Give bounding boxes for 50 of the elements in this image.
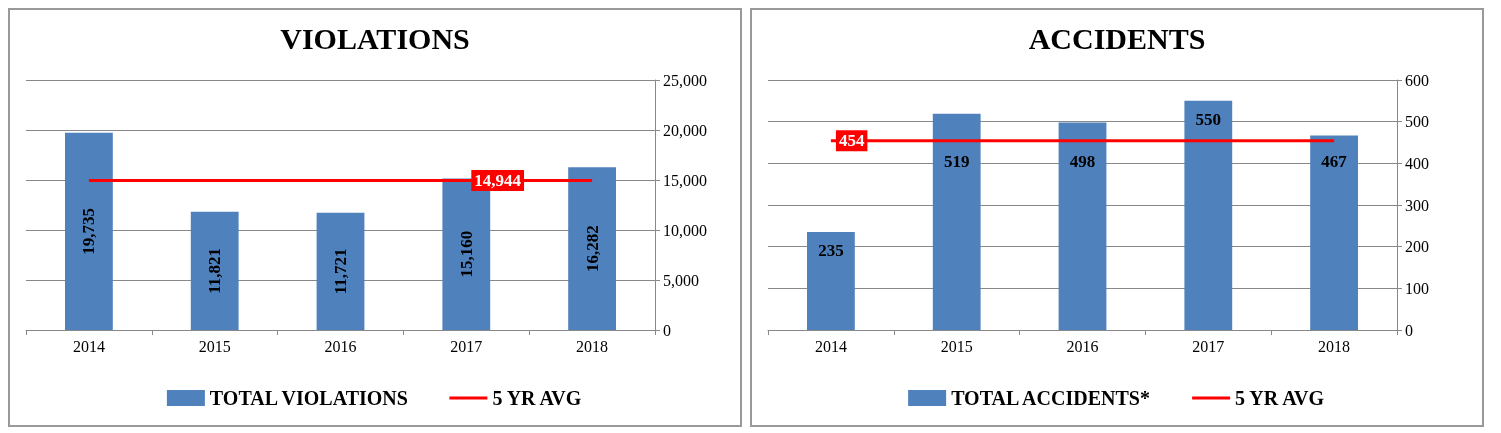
y-tick-label: 500: [1405, 113, 1429, 131]
legend-label: 5 YR AVG: [492, 387, 582, 409]
y-tick-label: 15,000: [663, 171, 707, 189]
y-tick-label: 400: [1405, 154, 1429, 172]
bar: [1310, 135, 1358, 330]
bar: [190, 211, 239, 330]
y-tick-label: 5,000: [663, 271, 699, 289]
legend-label: TOTAL ACCIDENTS*: [951, 387, 1150, 409]
x-tick-label: 2016: [324, 337, 357, 355]
bar: [1184, 100, 1233, 330]
y-tick-label: 600: [1405, 71, 1429, 89]
bar: [316, 212, 365, 330]
x-tick-label: 2017: [1192, 337, 1225, 355]
data-label: 467: [1321, 151, 1348, 171]
data-label: 19,735: [79, 207, 99, 255]
bar: [1058, 122, 1107, 330]
y-tick-label: 10,000: [663, 221, 707, 239]
legend-label: TOTAL VIOLATIONS: [209, 387, 408, 409]
data-label: 11,821: [205, 247, 225, 294]
data-label: 14,944: [474, 171, 522, 191]
data-label: 498: [1069, 151, 1096, 171]
x-tick-label: 2015: [940, 337, 973, 355]
bar: [568, 167, 616, 330]
y-tick-label: 100: [1405, 279, 1429, 297]
x-tick-label: 2015: [198, 337, 231, 355]
x-tick-label: 2018: [576, 337, 609, 355]
data-label: 550: [1195, 109, 1222, 129]
legend-label: 5 YR AVG: [1235, 387, 1325, 409]
chart-title: VIOLATIONS: [280, 21, 470, 55]
x-tick-label: 2018: [1318, 337, 1351, 355]
y-tick-label: 0: [1405, 321, 1413, 339]
data-label: 235: [818, 241, 844, 261]
bar: [932, 113, 981, 330]
y-tick-label: 200: [1405, 238, 1429, 256]
y-tick-label: 0: [663, 321, 671, 339]
data-label: 11,721: [331, 248, 350, 295]
bar: [807, 232, 855, 330]
data-label: 16,282: [582, 225, 602, 272]
chart-title: ACCIDENTS: [1028, 21, 1206, 55]
x-tick-label: 2017: [450, 337, 483, 355]
y-tick-label: 300: [1405, 196, 1429, 214]
y-tick-label: 25,000: [663, 71, 707, 89]
data-label: 15,160: [456, 230, 476, 278]
data-label: 519: [943, 151, 970, 171]
x-tick-label: 2014: [72, 337, 105, 355]
bar: [65, 132, 113, 330]
x-tick-label: 2016: [1066, 337, 1099, 355]
y-tick-label: 20,000: [663, 121, 707, 139]
x-tick-label: 2014: [814, 337, 847, 355]
data-label: 454: [838, 131, 865, 151]
